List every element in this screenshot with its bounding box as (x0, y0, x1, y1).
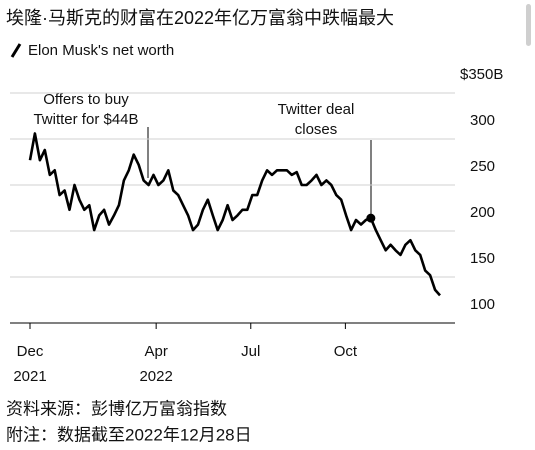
y-tick-label: 100 (470, 296, 495, 313)
annotation-text: closes (295, 121, 338, 138)
chart-title: 埃隆·马斯克的财富在2022年亿万富翁中跌幅最大 (6, 8, 394, 28)
footnote: 资料来源：彭博亿万富翁指数 (6, 399, 227, 418)
y-tick-label: 200 (470, 204, 495, 221)
x-tick-label: Apr (144, 343, 167, 360)
annotation-text: Twitter deal (278, 101, 355, 118)
y-tick-label: $350B (460, 66, 503, 83)
annotation-text: Offers to buy (43, 91, 129, 108)
x-tick-sublabel: 2021 (13, 368, 46, 385)
y-tick-label: 150 (470, 250, 495, 267)
y-tick-label: 250 (470, 158, 495, 175)
scrollbar (526, 4, 531, 46)
x-tick-label: Jul (241, 343, 260, 360)
y-tick-label: 300 (470, 112, 495, 129)
annotation-dot (366, 213, 376, 223)
annotation-text: Twitter for $44B (33, 111, 138, 128)
legend-swatch (10, 43, 22, 58)
x-tick-label: Oct (334, 343, 358, 360)
footnote: 附注：数据截至2022年12月28日 (6, 425, 252, 444)
legend-label: Elon Musk's net worth (28, 42, 174, 59)
x-tick-sublabel: 2022 (139, 368, 172, 385)
line-series (28, 132, 441, 297)
x-tick-label: Dec (17, 343, 44, 360)
